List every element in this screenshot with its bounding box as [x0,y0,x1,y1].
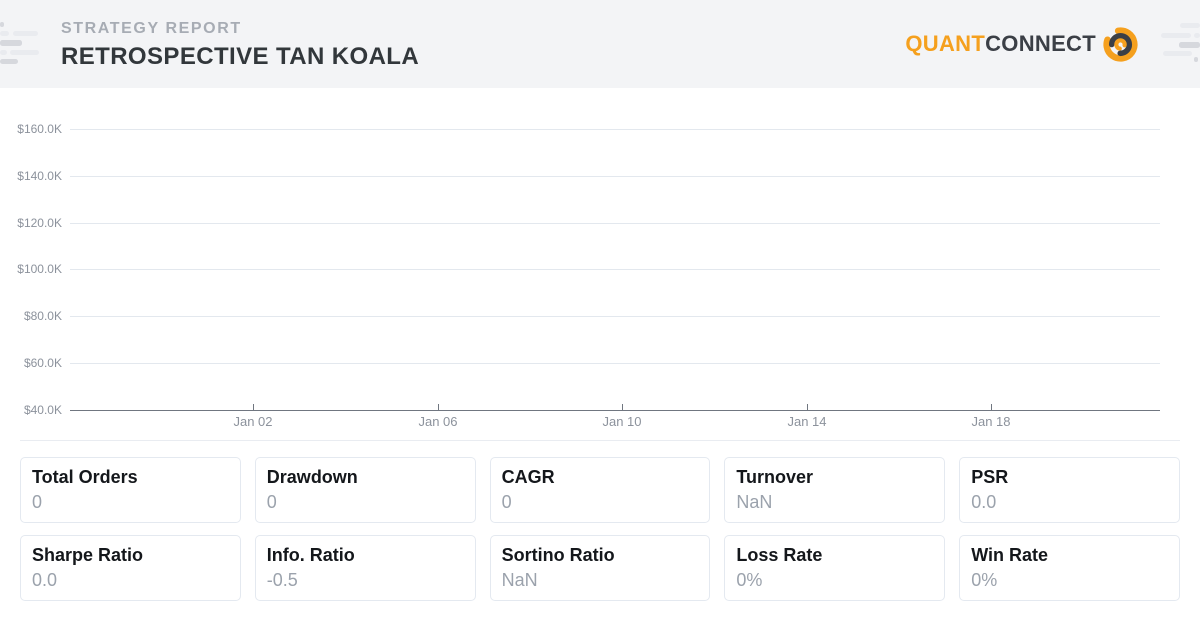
stat-value: 0% [971,570,998,591]
decorative-bar [0,40,22,46]
x-axis-line [70,410,1160,411]
decorative-bar [10,50,39,55]
stat-value: 0% [736,570,763,591]
quantconnect-logo: QUANT CONNECT [905,0,1139,88]
grid-line [70,363,1160,364]
stats-grid: Total Orders 0 Drawdown 0 CAGR 0 Turnove… [20,457,1180,601]
stat-card-sharpe-ratio: Sharpe Ratio 0.0 [20,535,241,601]
y-axis-label: $100.0K [17,262,62,276]
stat-label: PSR [971,467,1009,487]
y-axis-label: $120.0K [17,216,62,230]
grid-line [70,129,1160,130]
decorative-bar [13,31,38,36]
stat-value: 0 [266,492,277,513]
y-axis-label: $60.0K [23,356,62,370]
grid-line [70,316,1160,317]
logo-text-quant: QUANT [905,31,986,56]
stat-label: Loss Rate [736,545,823,565]
logo-text-connect: CONNECT [985,31,1096,56]
decorative-bar [0,50,7,55]
stat-value: NaN [736,492,773,513]
stat-value: 0.0 [32,570,58,591]
report-type-label: STRATEGY REPORT [61,20,242,37]
decorative-bar [1194,33,1200,38]
stat-card-psr: PSR 0.0 [959,457,1180,523]
decorative-bar [0,22,4,27]
stat-value: NaN [501,570,538,591]
strategy-name-title: RETROSPECTIVE TAN KOALA [61,43,420,70]
quantconnect-swirl-icon [1103,26,1138,62]
x-axis-label: Jan 02 [233,414,273,429]
stat-label: Info. Ratio [266,545,355,565]
decorative-bar [1163,51,1192,56]
stat-card-turnover: Turnover NaN [724,457,946,523]
x-axis-tick [991,404,992,410]
y-axis-label: $140.0K [17,169,62,183]
stat-value: 0 [32,492,43,513]
x-axis-label: Jan 14 [787,414,827,429]
y-axis-label: $160.0K [17,122,62,136]
decorative-bar [0,59,18,64]
decorative-bar [1180,23,1200,28]
stat-value: 0.0 [971,492,997,513]
grid-line [70,269,1160,270]
grid-line [70,223,1160,224]
equity-chart: $160.0K $140.0K $120.0K $100.0K $80.0K $60.0K… [0,90,1200,440]
stat-value: -0.5 [266,570,298,591]
decorative-bar [0,31,9,36]
y-axis-label: $40.0K [23,403,62,417]
stat-label: Turnover [736,467,814,487]
decorative-bar [1161,33,1191,38]
stat-label: Sharpe Ratio [32,545,144,565]
x-axis-label: Jan 10 [602,414,642,429]
stat-card-drawdown: Drawdown 0 [254,457,476,523]
decorative-bar [1179,42,1200,48]
stat-card-total-orders: Total Orders 0 [20,457,241,523]
x-axis-tick [438,404,439,410]
grid-line [70,176,1160,177]
stat-label: Drawdown [266,467,358,487]
stat-label: Win Rate [971,545,1049,565]
x-axis-label: Jan 06 [418,414,458,429]
decorative-bar [1194,57,1198,62]
stat-card-loss-rate: Loss Rate 0% [724,535,946,601]
report-heading: STRATEGY REPORT RETROSPECTIVE TAN KOALA [61,20,419,71]
stat-card-win-rate: Win Rate 0% [959,535,1180,601]
x-axis-label: Jan 18 [971,414,1011,429]
stat-label: CAGR [501,467,555,487]
stat-card-cagr: CAGR 0 [489,457,711,523]
report-header: STRATEGY REPORT RETROSPECTIVE TAN KOALA … [0,0,1200,88]
y-axis-label: $80.0K [23,309,62,323]
stat-card-info-ratio: Info. Ratio -0.5 [254,535,476,601]
x-axis-tick [622,404,623,410]
x-axis-tick [807,404,808,410]
section-divider [20,440,1180,441]
stat-label: Sortino Ratio [501,545,615,565]
stat-card-sortino-ratio: Sortino Ratio NaN [489,535,711,601]
stat-value: 0 [501,492,512,513]
x-axis-tick [253,404,254,410]
stat-label: Total Orders [32,467,138,487]
